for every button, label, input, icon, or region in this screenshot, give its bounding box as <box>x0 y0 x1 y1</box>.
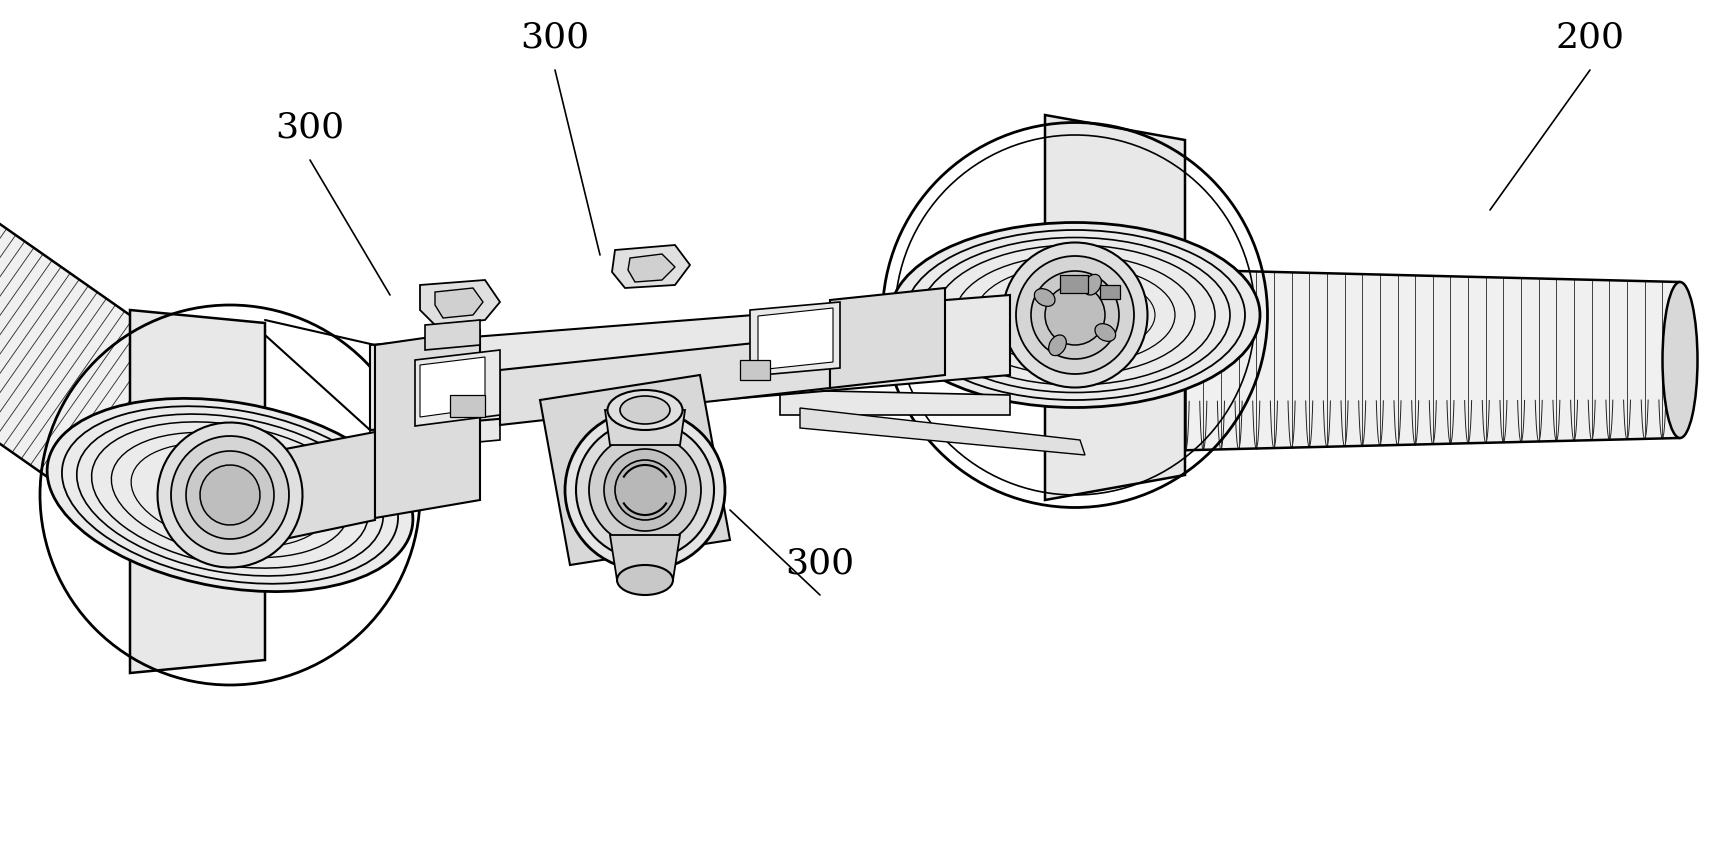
Polygon shape <box>627 254 675 282</box>
Polygon shape <box>831 288 945 388</box>
Polygon shape <box>1114 452 1184 470</box>
Polygon shape <box>759 308 832 370</box>
Polygon shape <box>371 295 1010 430</box>
Polygon shape <box>0 203 224 529</box>
Polygon shape <box>610 535 680 580</box>
Text: 200: 200 <box>1555 21 1625 55</box>
Polygon shape <box>130 310 265 673</box>
Ellipse shape <box>620 396 670 424</box>
Polygon shape <box>1114 268 1680 452</box>
Polygon shape <box>501 335 831 425</box>
Ellipse shape <box>607 390 682 430</box>
Ellipse shape <box>890 223 1260 408</box>
Bar <box>449 395 485 417</box>
Ellipse shape <box>1031 271 1119 359</box>
Text: 300: 300 <box>786 546 854 580</box>
Polygon shape <box>1044 115 1184 500</box>
Ellipse shape <box>603 449 685 531</box>
Ellipse shape <box>1034 289 1054 306</box>
Polygon shape <box>415 350 501 426</box>
Ellipse shape <box>566 410 725 570</box>
Polygon shape <box>420 357 485 417</box>
Ellipse shape <box>157 422 302 568</box>
Polygon shape <box>605 410 685 445</box>
Polygon shape <box>612 245 690 288</box>
Polygon shape <box>1114 145 1184 268</box>
Ellipse shape <box>1095 323 1116 341</box>
Ellipse shape <box>1049 335 1066 356</box>
Ellipse shape <box>617 565 673 595</box>
Polygon shape <box>800 408 1085 455</box>
Ellipse shape <box>576 421 714 559</box>
Text: 300: 300 <box>275 111 345 145</box>
Ellipse shape <box>615 460 675 520</box>
Ellipse shape <box>200 465 260 525</box>
Polygon shape <box>420 280 501 325</box>
Polygon shape <box>280 432 374 540</box>
Polygon shape <box>779 390 1010 415</box>
Ellipse shape <box>171 436 289 554</box>
Polygon shape <box>750 302 841 376</box>
Ellipse shape <box>186 451 273 539</box>
Bar <box>1101 285 1119 299</box>
Polygon shape <box>540 375 730 565</box>
Ellipse shape <box>1084 274 1101 295</box>
Polygon shape <box>426 320 480 350</box>
Bar <box>740 360 771 380</box>
Text: 300: 300 <box>521 21 590 55</box>
Ellipse shape <box>1015 256 1135 374</box>
Ellipse shape <box>1663 282 1697 438</box>
Bar <box>1060 275 1089 293</box>
Polygon shape <box>371 418 501 452</box>
Ellipse shape <box>590 434 701 546</box>
Ellipse shape <box>1044 285 1106 345</box>
Polygon shape <box>374 330 480 518</box>
Polygon shape <box>436 288 484 318</box>
Ellipse shape <box>1003 243 1147 388</box>
Ellipse shape <box>48 398 414 592</box>
